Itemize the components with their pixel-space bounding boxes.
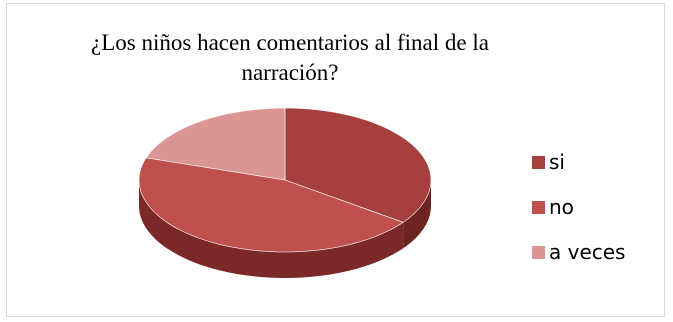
legend-label: a veces: [549, 240, 626, 264]
legend-item: a veces: [532, 240, 625, 264]
legend-item: si: [532, 150, 625, 174]
pie-slice-a-veces: [145, 107, 286, 181]
legend-swatch: [532, 245, 545, 259]
chart-legend: si no a veces: [532, 150, 625, 285]
chart-title: ¿Los niños hacen comentarios al final de…: [91, 30, 489, 85]
legend-label: si: [549, 150, 565, 174]
pie-sides: [139, 180, 431, 278]
legend-item: no: [532, 195, 625, 219]
pie-side-si: [403, 180, 431, 249]
legend-swatch: [532, 200, 545, 214]
pie-slice-si: [284, 107, 432, 223]
pie-slice-no: [138, 157, 404, 253]
legend-label: no: [549, 195, 574, 219]
pie-side-no: [139, 180, 404, 278]
pie-slices: [138, 107, 432, 253]
legend-swatch: [532, 155, 545, 169]
